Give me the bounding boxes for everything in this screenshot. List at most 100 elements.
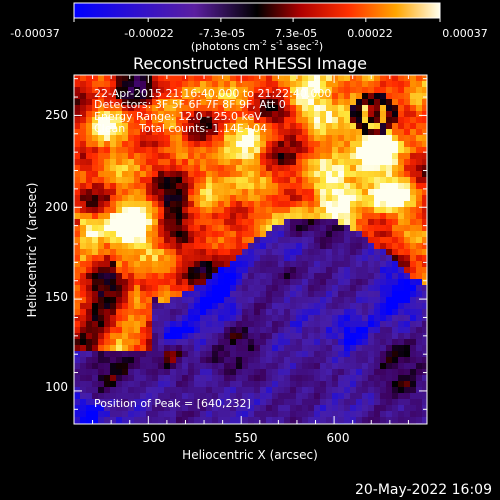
heatmap-cell — [392, 243, 399, 250]
heatmap-cell — [116, 195, 123, 202]
heatmap-cell — [200, 93, 207, 100]
heatmap-cell — [302, 399, 309, 406]
heatmap-cell — [230, 93, 237, 100]
heatmap-cell — [338, 375, 345, 382]
heatmap-cell — [344, 381, 351, 388]
heatmap-cell — [92, 369, 99, 376]
heatmap-cell — [218, 129, 225, 136]
heatmap-cell — [104, 333, 111, 340]
heatmap-cell — [296, 291, 303, 298]
heatmap-cell — [356, 399, 363, 406]
heatmap-cell — [128, 165, 135, 172]
heatmap-cell — [308, 123, 315, 130]
heatmap-cell — [332, 105, 339, 112]
heatmap-cell — [254, 117, 261, 124]
heatmap-cell — [170, 321, 177, 328]
heatmap-cell — [386, 171, 393, 178]
heatmap-cell — [398, 99, 405, 106]
heatmap-cell — [380, 75, 387, 82]
heatmap-cell — [380, 171, 387, 178]
heatmap-cell — [218, 219, 225, 226]
heatmap-cell — [380, 81, 387, 88]
heatmap-cell — [236, 309, 243, 316]
heatmap-cell — [416, 129, 423, 136]
heatmap-cell — [404, 375, 411, 382]
heatmap-cell — [326, 255, 333, 262]
heatmap-cell — [80, 135, 87, 142]
heatmap-cell — [86, 393, 93, 400]
heatmap-cell — [164, 195, 171, 202]
heatmap-cell — [248, 405, 255, 412]
heatmap-cell — [188, 189, 195, 196]
heatmap-cell — [116, 207, 123, 214]
heatmap-cell — [104, 117, 111, 124]
heatmap-cell — [410, 339, 417, 346]
heatmap-cell — [170, 201, 177, 208]
heatmap-cell — [374, 285, 381, 292]
heatmap-cell — [212, 105, 219, 112]
heatmap-cell — [416, 93, 423, 100]
heatmap-cell — [254, 135, 261, 142]
heatmap-cell — [176, 267, 183, 274]
heatmap-cell — [176, 213, 183, 220]
heatmap-cell — [398, 327, 405, 334]
heatmap-cell — [92, 147, 99, 154]
heatmap-cell — [326, 177, 333, 184]
heatmap-cell — [110, 315, 117, 322]
heatmap-cell — [176, 333, 183, 340]
heatmap-cell — [314, 93, 321, 100]
heatmap-cell — [308, 75, 315, 82]
heatmap-cell — [230, 357, 237, 364]
heatmap-cell — [104, 345, 111, 352]
heatmap-cell — [416, 195, 423, 202]
heatmap-cell — [254, 315, 261, 322]
heatmap-cell — [92, 237, 99, 244]
heatmap-cell — [260, 249, 267, 256]
heatmap-cell — [392, 231, 399, 238]
heatmap-cell — [332, 171, 339, 178]
heatmap-cell — [230, 225, 237, 232]
heatmap-cell — [380, 189, 387, 196]
heatmap-cell — [320, 153, 327, 160]
heatmap-cell — [266, 111, 273, 118]
heatmap-cell — [188, 135, 195, 142]
heatmap-cell — [122, 279, 129, 286]
heatmap-cell — [110, 141, 117, 148]
heatmap-cell — [158, 141, 165, 148]
heatmap-cell — [248, 351, 255, 358]
heatmap-cell — [284, 303, 291, 310]
heatmap-cell — [212, 249, 219, 256]
heatmap-cell — [86, 141, 93, 148]
heatmap-cell — [320, 399, 327, 406]
heatmap-cell — [146, 279, 153, 286]
heatmap-cell — [116, 171, 123, 178]
heatmap-cell — [404, 339, 411, 346]
heatmap-cell — [188, 201, 195, 208]
heatmap-cell — [74, 345, 81, 352]
heatmap-cell — [188, 327, 195, 334]
heatmap-cell — [92, 207, 99, 214]
heatmap-cell — [398, 357, 405, 364]
heatmap-cell — [410, 357, 417, 364]
heatmap-cell — [158, 333, 165, 340]
heatmap-cell — [134, 177, 141, 184]
heatmap-cell — [302, 303, 309, 310]
heatmap-cell — [404, 249, 411, 256]
heatmap-cell — [398, 381, 405, 388]
heatmap-cell — [290, 93, 297, 100]
heatmap-cell — [344, 81, 351, 88]
heatmap-cell — [362, 189, 369, 196]
heatmap-cell — [266, 363, 273, 370]
heatmap-cell — [176, 207, 183, 214]
heatmap-cell — [350, 81, 357, 88]
heatmap-cell — [350, 351, 357, 358]
heatmap-cell — [188, 225, 195, 232]
heatmap-cell — [242, 189, 249, 196]
heatmap-cell — [218, 363, 225, 370]
heatmap-cell — [266, 171, 273, 178]
heatmap-cell — [284, 195, 291, 202]
heatmap-cell — [254, 123, 261, 130]
heatmap-cell — [122, 123, 129, 130]
heatmap-cell — [422, 417, 427, 424]
heatmap-cell — [392, 135, 399, 142]
